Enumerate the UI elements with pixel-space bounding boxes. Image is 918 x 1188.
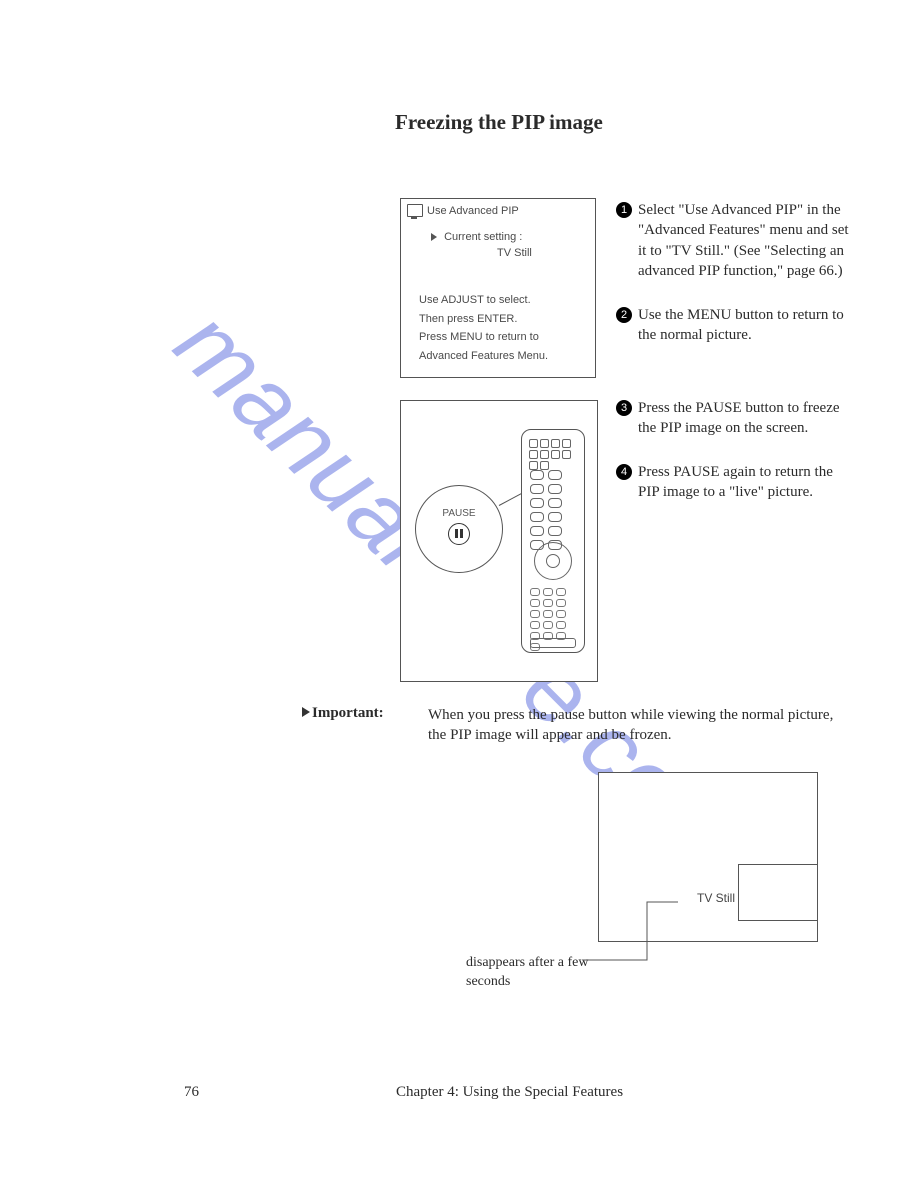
step-bullet-icon: 3 — [616, 400, 632, 416]
step-2-text: Use the MENU button to return to the nor… — [638, 305, 851, 346]
pause-detail-circle: PAUSE — [415, 485, 503, 573]
step-bullet-icon: 2 — [616, 307, 632, 323]
step-3-text: Press the PAUSE button to freeze the PIP… — [638, 398, 851, 439]
callout-text: disappears after a few seconds — [466, 954, 606, 992]
menu-instr-2: Then press ENTER. — [419, 310, 595, 329]
remote-diagram-panel: PAUSE — [400, 400, 598, 682]
menu-instr-3: Press MENU to return to — [419, 328, 595, 347]
menu-title: Use Advanced PIP — [427, 205, 519, 217]
menu-instr-1: Use ADJUST to select. — [419, 291, 595, 310]
menu-title-row: Use Advanced PIP — [407, 204, 595, 217]
pause-label: PAUSE — [416, 508, 502, 519]
pause-button-icon — [448, 523, 470, 545]
step-1: 1 Select "Use Advanced PIP" in the "Adva… — [616, 200, 851, 281]
menu-instr-4: Advanced Features Menu. — [419, 347, 595, 366]
page-number: 76 — [184, 1084, 199, 1101]
steps-list: 1 Select "Use Advanced PIP" in the "Adva… — [616, 200, 851, 527]
remote-number-pad — [528, 586, 578, 634]
osd-menu-panel: Use Advanced PIP Current setting : TV St… — [400, 198, 596, 378]
step-bullet-icon: 4 — [616, 464, 632, 480]
remote-dpad — [534, 542, 572, 580]
step-1-text: Select "Use Advanced PIP" in the "Advanc… — [638, 200, 851, 281]
step-4-text: Press PAUSE again to return the PIP imag… — [638, 462, 851, 503]
menu-current-value: TV Still — [497, 247, 595, 259]
step-2: 2 Use the MENU button to return to the n… — [616, 305, 851, 346]
step-bullet-icon: 1 — [616, 202, 632, 218]
remote-top-buttons — [528, 438, 578, 458]
manual-page: manualshive.com Freezing the PIP image U… — [0, 0, 918, 1188]
step-3: 3 Press the PAUSE button to freeze the P… — [616, 398, 851, 439]
triangle-icon — [431, 233, 437, 241]
chapter-footer: Chapter 4: Using the Special Features — [396, 1084, 623, 1101]
remote-bottom-bar — [530, 638, 576, 648]
tv-icon — [407, 204, 423, 217]
important-text: When you press the pause button while vi… — [428, 705, 848, 746]
pip-window — [738, 864, 818, 921]
menu-instructions: Use ADJUST to select. Then press ENTER. … — [419, 291, 595, 366]
menu-current-row: Current setting : — [431, 231, 595, 243]
remote-mid-buttons — [528, 468, 578, 538]
important-label: Important: — [302, 705, 384, 722]
section-heading: Freezing the PIP image — [395, 110, 603, 135]
menu-current-label: Current setting : — [444, 231, 522, 243]
step-4: 4 Press PAUSE again to return the PIP im… — [616, 462, 851, 503]
remote-control-illustration — [521, 429, 585, 653]
triangle-icon — [302, 707, 310, 717]
